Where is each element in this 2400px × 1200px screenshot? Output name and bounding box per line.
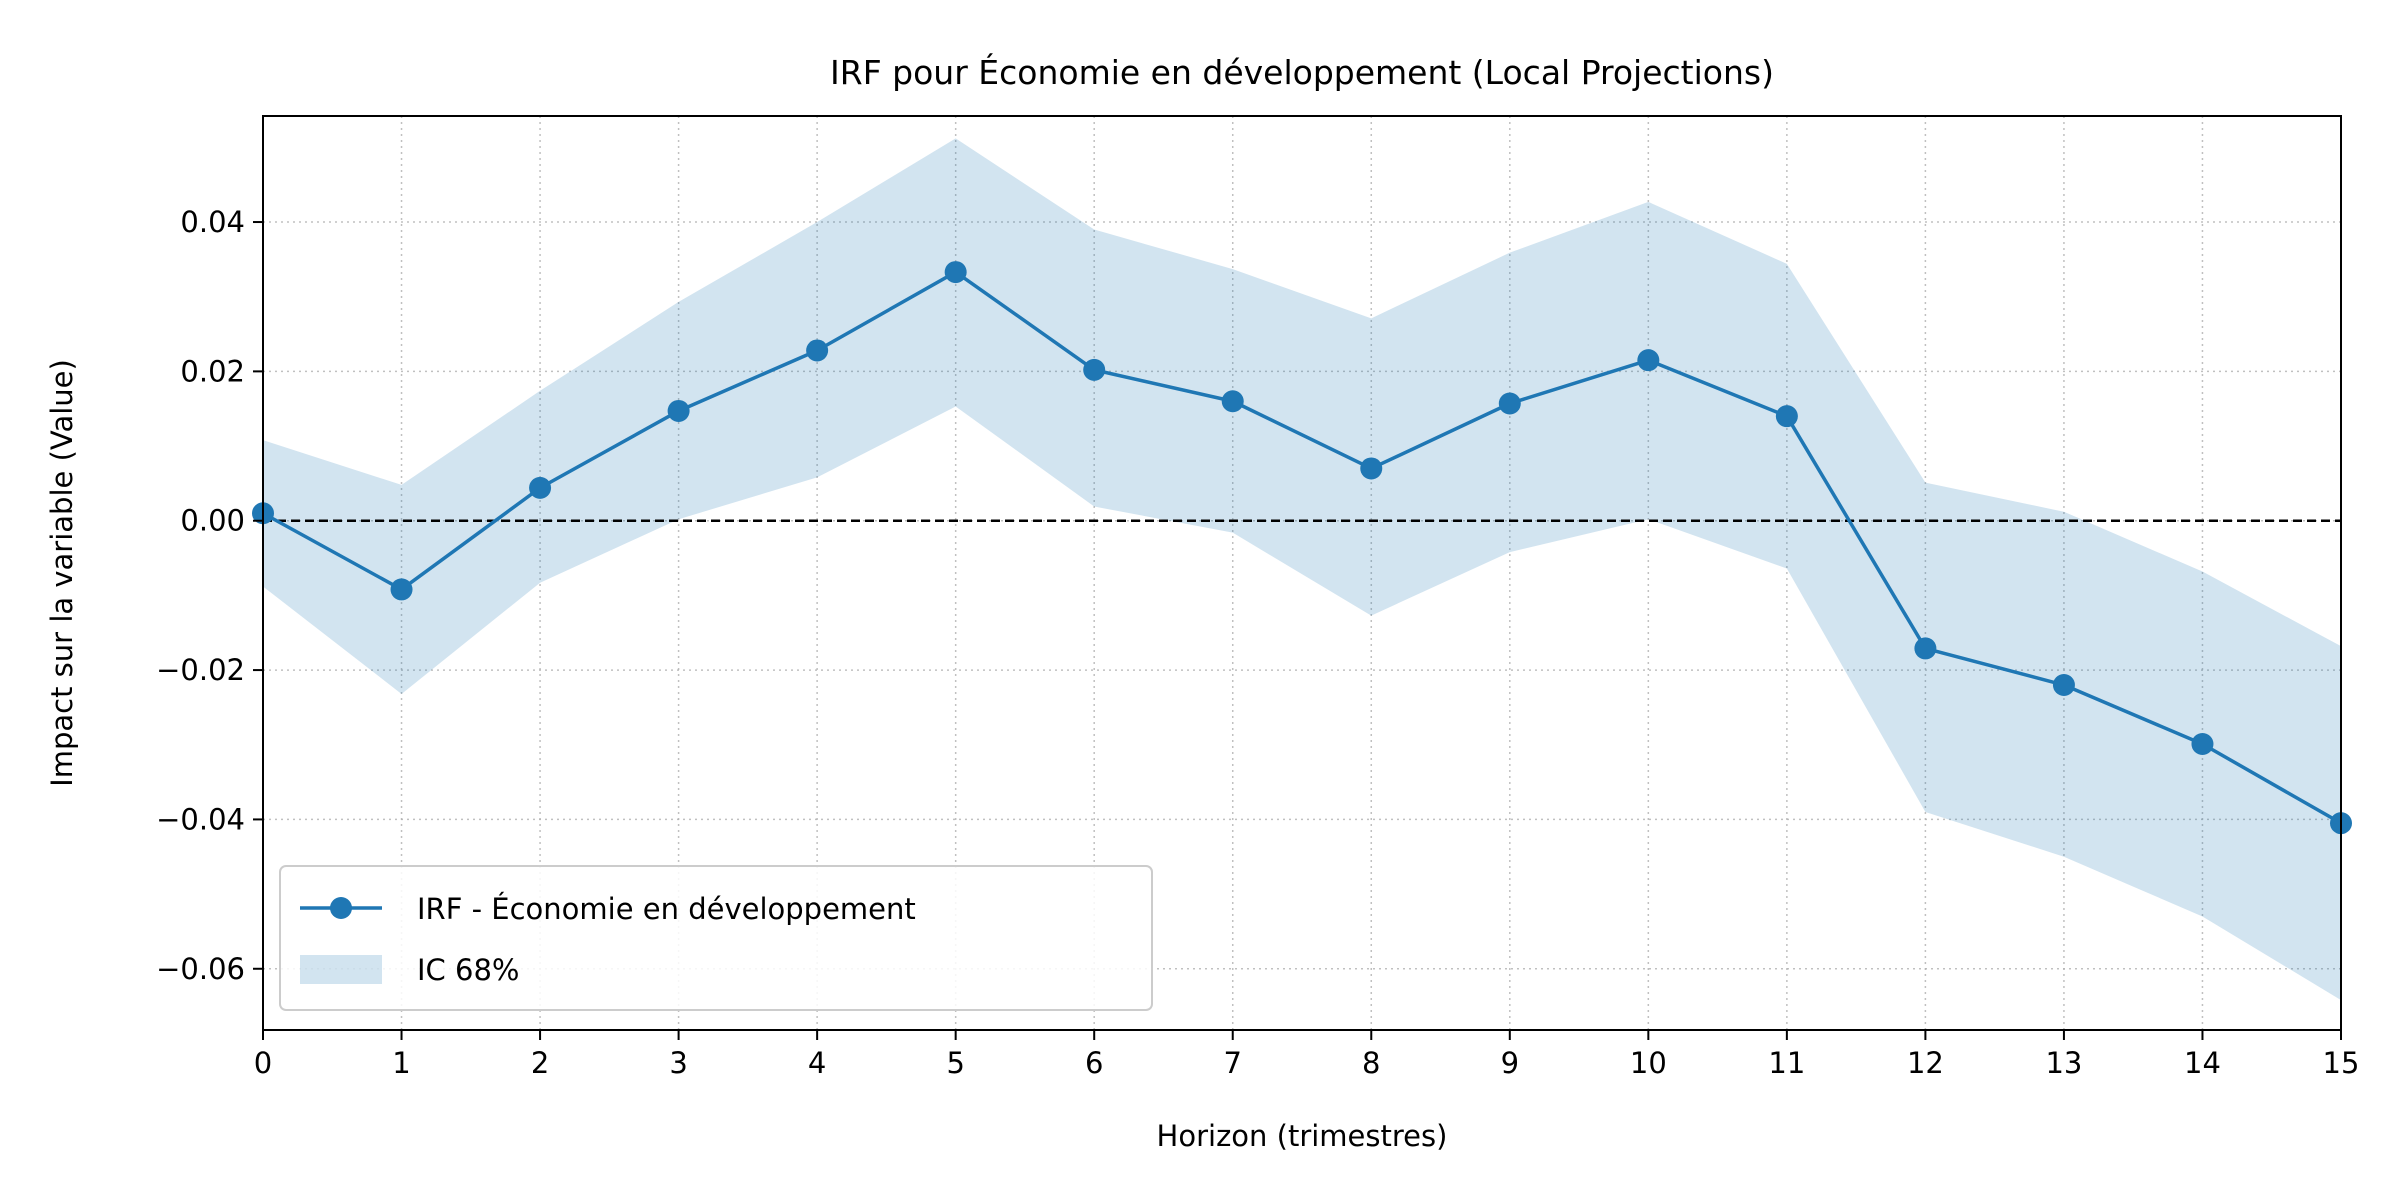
series-line xyxy=(262,270,2342,825)
x-tick-label: 14 xyxy=(2184,1046,2221,1080)
legend-frame xyxy=(279,865,1153,1011)
x-tick-label: 6 xyxy=(1085,1046,1103,1080)
x-tick-label: 0 xyxy=(254,1046,272,1080)
data-point xyxy=(806,339,829,362)
y-tick-label: 0.00 xyxy=(180,504,245,538)
data-point xyxy=(944,261,967,284)
grid-lines xyxy=(262,116,2342,1030)
data-point xyxy=(667,399,690,422)
y-tick-label: −0.04 xyxy=(156,802,245,836)
data-point xyxy=(1914,637,1937,660)
data-point xyxy=(1083,358,1106,381)
x-axis-ticks: 0 1 2 3 4 5 6 7 8 9 10 11 12 13 14 15 xyxy=(254,1030,2360,1080)
data-point xyxy=(1498,392,1521,415)
x-tick-label: 8 xyxy=(1362,1046,1380,1080)
data-point xyxy=(1775,405,1798,428)
x-tick-label: 3 xyxy=(669,1046,687,1080)
y-axis-label: Impact sur la variable (Value) xyxy=(45,359,79,787)
x-axis-label: Horizon (trimestres) xyxy=(1157,1119,1448,1153)
data-point xyxy=(2052,674,2075,697)
chart-title: IRF pour Économie en développement (Loca… xyxy=(830,52,1774,92)
data-point xyxy=(390,578,413,601)
legend: IRF - Économie en développement IC 68% xyxy=(279,865,1153,1011)
y-tick-label: 0.04 xyxy=(180,205,245,239)
confidence-band xyxy=(263,138,2341,1001)
x-tick-label: 9 xyxy=(1501,1046,1519,1080)
x-tick-label: 15 xyxy=(2323,1046,2360,1080)
x-tick-label: 2 xyxy=(531,1046,549,1080)
y-tick-label: 0.02 xyxy=(180,354,245,388)
legend-series-marker-swatch xyxy=(330,897,352,919)
x-tick-label: 11 xyxy=(1768,1046,1805,1080)
y-axis-ticks: −0.06 −0.04 −0.02 0.00 0.02 0.04 xyxy=(156,205,263,986)
data-point xyxy=(529,476,552,499)
legend-series-label: IRF - Économie en développement xyxy=(417,892,916,926)
plot-frame xyxy=(262,115,2342,1031)
data-point xyxy=(1221,390,1244,413)
confidence-band-layer xyxy=(263,138,2341,1001)
legend-band-swatch xyxy=(300,955,382,984)
x-tick-label: 12 xyxy=(1907,1046,1944,1080)
x-tick-label: 1 xyxy=(392,1046,410,1080)
x-tick-label: 10 xyxy=(1630,1046,1667,1080)
x-tick-label: 13 xyxy=(2045,1046,2082,1080)
x-tick-label: 7 xyxy=(1224,1046,1242,1080)
data-point xyxy=(2191,733,2214,756)
x-tick-label: 4 xyxy=(808,1046,826,1080)
x-tick-label: 5 xyxy=(946,1046,964,1080)
y-tick-label: −0.06 xyxy=(156,952,245,986)
data-point xyxy=(1360,457,1383,480)
data-point xyxy=(1637,349,1660,372)
y-tick-label: −0.02 xyxy=(156,653,245,687)
legend-band-label: IC 68% xyxy=(417,953,519,987)
